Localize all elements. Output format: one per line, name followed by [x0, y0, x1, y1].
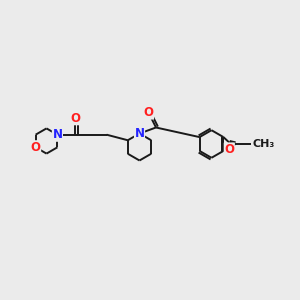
Text: O: O [224, 143, 234, 156]
Text: O: O [70, 112, 80, 125]
Text: O: O [31, 141, 40, 154]
Text: N: N [134, 127, 145, 140]
Text: O: O [143, 106, 154, 119]
Text: CH₃: CH₃ [252, 139, 274, 149]
Text: N: N [52, 128, 62, 141]
